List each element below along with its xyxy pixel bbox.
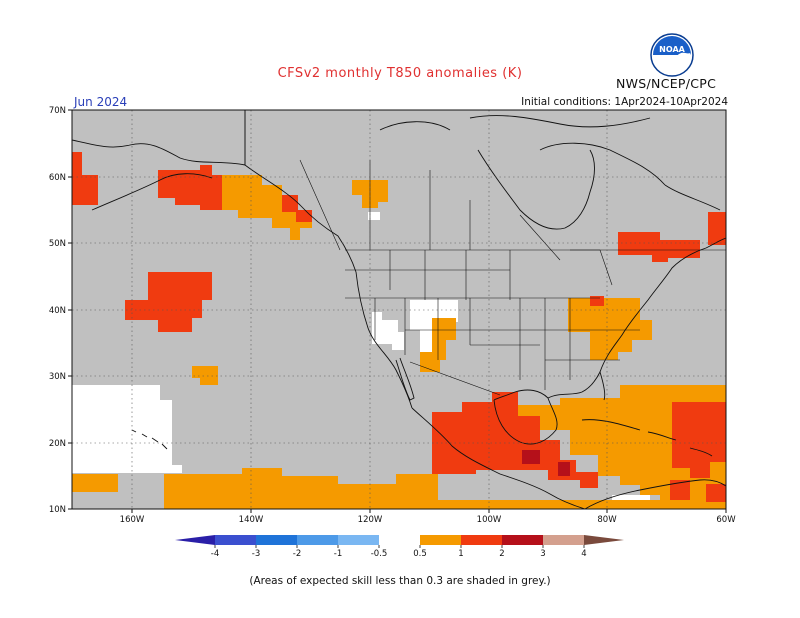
lat-label: 70N — [49, 106, 66, 116]
white-region-great-basin — [372, 312, 404, 350]
colorbar-label: -3 — [252, 549, 260, 559]
red-region-southeast-alaska — [282, 195, 312, 222]
colorbar-segment — [379, 535, 420, 545]
red-region-south-america-edge — [670, 480, 726, 502]
noaa-logo: NOAA — [650, 33, 694, 77]
white-region-canada — [368, 212, 380, 220]
political-boundaries — [244, 110, 726, 396]
colorbar-low-arrow — [175, 535, 215, 545]
noaa-logo-text: NOAA — [659, 45, 685, 54]
red-region-northeast-pacific — [125, 272, 212, 332]
colorbar-label: -4 — [211, 549, 219, 559]
orange-region-alaska — [218, 175, 312, 240]
skill-caption: (Areas of expected skill less than 0.3 a… — [249, 575, 551, 587]
colorbar-label: -0.5 — [371, 549, 388, 559]
colorbar-label: 0.5 — [413, 549, 427, 559]
colorbar-label: 1 — [458, 549, 463, 559]
lat-label: 60N — [49, 173, 66, 183]
graticule — [72, 110, 726, 509]
red-region-bering — [72, 152, 98, 205]
orange-region-tropical-belt — [72, 440, 726, 509]
colorbar: -4 -3 -2 -1 -0.5 0.5 1 2 3 4 — [175, 535, 624, 559]
colorbar-segment — [338, 535, 379, 545]
colorbar-segment — [256, 535, 297, 545]
longitude-labels: 160W 140W 120W 100W 80W 60W — [120, 515, 737, 525]
map-plot-area — [72, 110, 726, 509]
colorbar-segment — [543, 535, 584, 545]
coastlines — [72, 110, 726, 509]
map-title: CFSv2 monthly T850 anomalies (K) — [277, 66, 523, 81]
lat-label: 10N — [49, 505, 66, 515]
orange-region-pacific-small — [192, 366, 218, 385]
lat-label: 30N — [49, 372, 66, 382]
red-region-mexico-central — [432, 392, 598, 488]
colorbar-label: 3 — [540, 549, 545, 559]
latitude-labels: 70N 60N 50N 40N 30N 20N 10N — [49, 106, 66, 515]
red-region-canada-east — [618, 212, 726, 262]
orange-region-eastern-us — [568, 298, 652, 360]
colorbar-segment — [297, 535, 338, 545]
lon-label: 80W — [597, 515, 617, 525]
colorbar-segment — [420, 535, 461, 545]
colorbar-segment — [215, 535, 256, 545]
colorbar-label: -2 — [293, 549, 301, 559]
valid-month: Jun 2024 — [74, 95, 128, 109]
lat-label: 20N — [49, 439, 66, 449]
lon-label: 100W — [477, 515, 502, 525]
lon-label: 120W — [358, 515, 383, 525]
orange-region-gulf-caribbean — [500, 385, 726, 509]
lon-label: 140W — [239, 515, 264, 525]
colorbar-segment — [502, 535, 543, 545]
colorbar-high-arrow — [584, 535, 624, 545]
colorbar-label: -1 — [334, 549, 342, 559]
red-region-atlantic — [672, 402, 726, 478]
lon-label: 160W — [120, 515, 145, 525]
white-region-central-pacific — [72, 385, 182, 473]
initial-conditions: Initial conditions: 1Apr2024-10Apr2024 — [521, 96, 728, 108]
darkred-region-yucatan — [522, 450, 570, 476]
red-region-great-lakes — [590, 296, 604, 306]
lat-label: 40N — [49, 306, 66, 316]
organization-label: NWS/NCEP/CPC — [616, 76, 717, 91]
colorbar-label: 2 — [499, 549, 504, 559]
colorbar-label: 4 — [581, 549, 586, 559]
colorbar-segment — [461, 535, 502, 545]
lon-label: 60W — [716, 515, 736, 525]
axis-ticks — [68, 109, 727, 513]
lat-label: 50N — [49, 239, 66, 249]
